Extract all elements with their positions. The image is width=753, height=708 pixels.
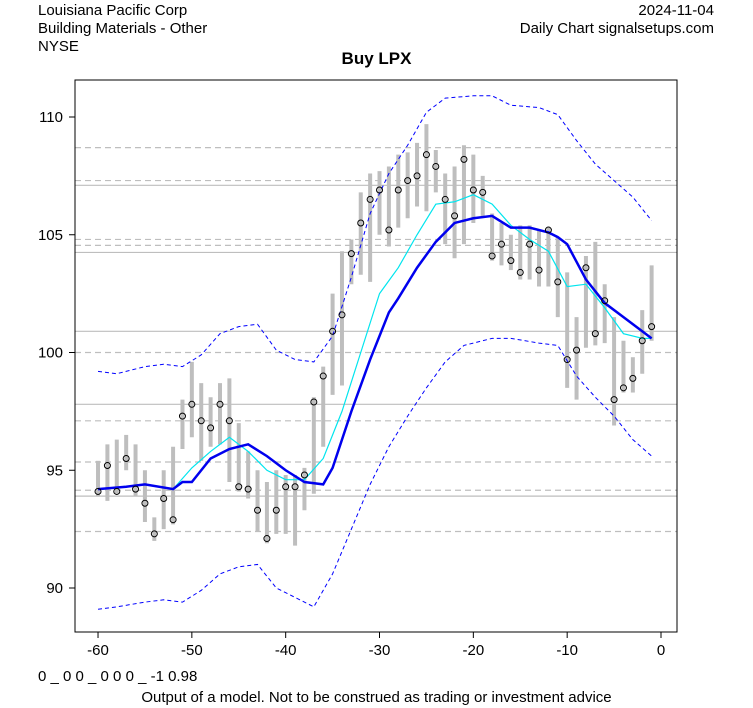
close-point <box>132 485 140 493</box>
close-point <box>563 356 571 364</box>
close-point <box>122 454 130 462</box>
series-lower-band <box>97 337 652 610</box>
close-point <box>291 483 299 491</box>
close-point <box>169 516 177 524</box>
close-point <box>451 212 459 220</box>
x-tick-label: -10 <box>556 642 578 659</box>
close-point <box>366 195 374 203</box>
disclaimer: Output of a model. Not to be construed a… <box>141 689 612 706</box>
close-point <box>263 535 271 543</box>
close-point <box>197 417 205 425</box>
close-point <box>460 155 468 163</box>
close-point <box>432 162 440 170</box>
chart-date: 2024-11-04 <box>638 2 714 19</box>
x-tick-label: -30 <box>369 642 391 659</box>
close-point <box>638 337 646 345</box>
close-point <box>507 257 515 265</box>
plot-area <box>75 95 677 610</box>
close-point <box>629 374 637 382</box>
y-tick-label: 110 <box>39 109 63 126</box>
close-point <box>300 471 308 479</box>
close-point <box>225 417 233 425</box>
series-slow-average <box>97 214 653 491</box>
close-point <box>235 483 243 491</box>
close-point <box>591 330 599 338</box>
x-tick-label: -50 <box>181 642 203 659</box>
close-point <box>488 252 496 260</box>
plot-frame <box>74 79 678 633</box>
close-point <box>497 240 505 248</box>
industry: Building Materials - Other <box>38 20 208 37</box>
x-tick-label: -60 <box>87 642 109 659</box>
close-point <box>207 424 215 432</box>
close-point <box>394 186 402 194</box>
close-point <box>338 311 346 319</box>
close-point <box>648 323 656 331</box>
chart-source: Daily Chart signalsetups.com <box>519 20 714 37</box>
close-point <box>319 372 327 380</box>
close-point <box>385 226 393 234</box>
close-point <box>272 506 280 514</box>
close-point <box>113 487 121 495</box>
close-point <box>310 398 318 406</box>
close-point <box>329 327 337 335</box>
y-tick-label: 100 <box>38 345 63 362</box>
close-point <box>479 188 487 196</box>
close-point <box>544 226 552 234</box>
series-fast-average <box>97 194 652 490</box>
close-point <box>516 268 524 276</box>
close-point <box>141 499 149 507</box>
y-tick-label: 95 <box>46 462 63 479</box>
close-point <box>188 400 196 408</box>
y-tick-label: 90 <box>46 580 63 597</box>
close-point <box>619 384 627 392</box>
series-upper-band <box>97 95 653 375</box>
close-point <box>413 172 421 180</box>
x-tick-label: 0 <box>657 642 665 659</box>
exchange: NYSE <box>38 38 79 55</box>
close-point <box>216 400 224 408</box>
close-point <box>244 485 252 493</box>
close-point <box>254 506 262 514</box>
close-point <box>178 412 186 420</box>
close-point <box>150 530 158 538</box>
close-point <box>357 219 365 227</box>
close-point <box>404 177 412 185</box>
chart-title: Buy LPX <box>341 49 412 68</box>
close-point <box>582 264 590 272</box>
company-name: Louisiana Pacific Corp <box>38 2 188 19</box>
close-point <box>347 250 355 258</box>
close-point <box>469 186 477 194</box>
model-code: 0 _ 0 0 _ 0 0 0 _ -1 0.98 <box>38 668 198 685</box>
close-point <box>441 195 449 203</box>
close-point <box>422 151 430 159</box>
close-point <box>160 495 168 503</box>
y-tick-label: 105 <box>38 227 63 244</box>
close-point <box>94 487 102 495</box>
close-point <box>535 266 543 274</box>
close-point <box>376 186 384 194</box>
close-point <box>573 346 581 354</box>
close-point <box>282 483 290 491</box>
x-tick-label: -20 <box>462 642 484 659</box>
close-point <box>601 297 609 305</box>
x-tick-label: -40 <box>275 642 297 659</box>
close-point <box>526 240 534 248</box>
close-point <box>103 462 111 470</box>
close-point <box>610 396 618 404</box>
close-point <box>554 278 562 286</box>
